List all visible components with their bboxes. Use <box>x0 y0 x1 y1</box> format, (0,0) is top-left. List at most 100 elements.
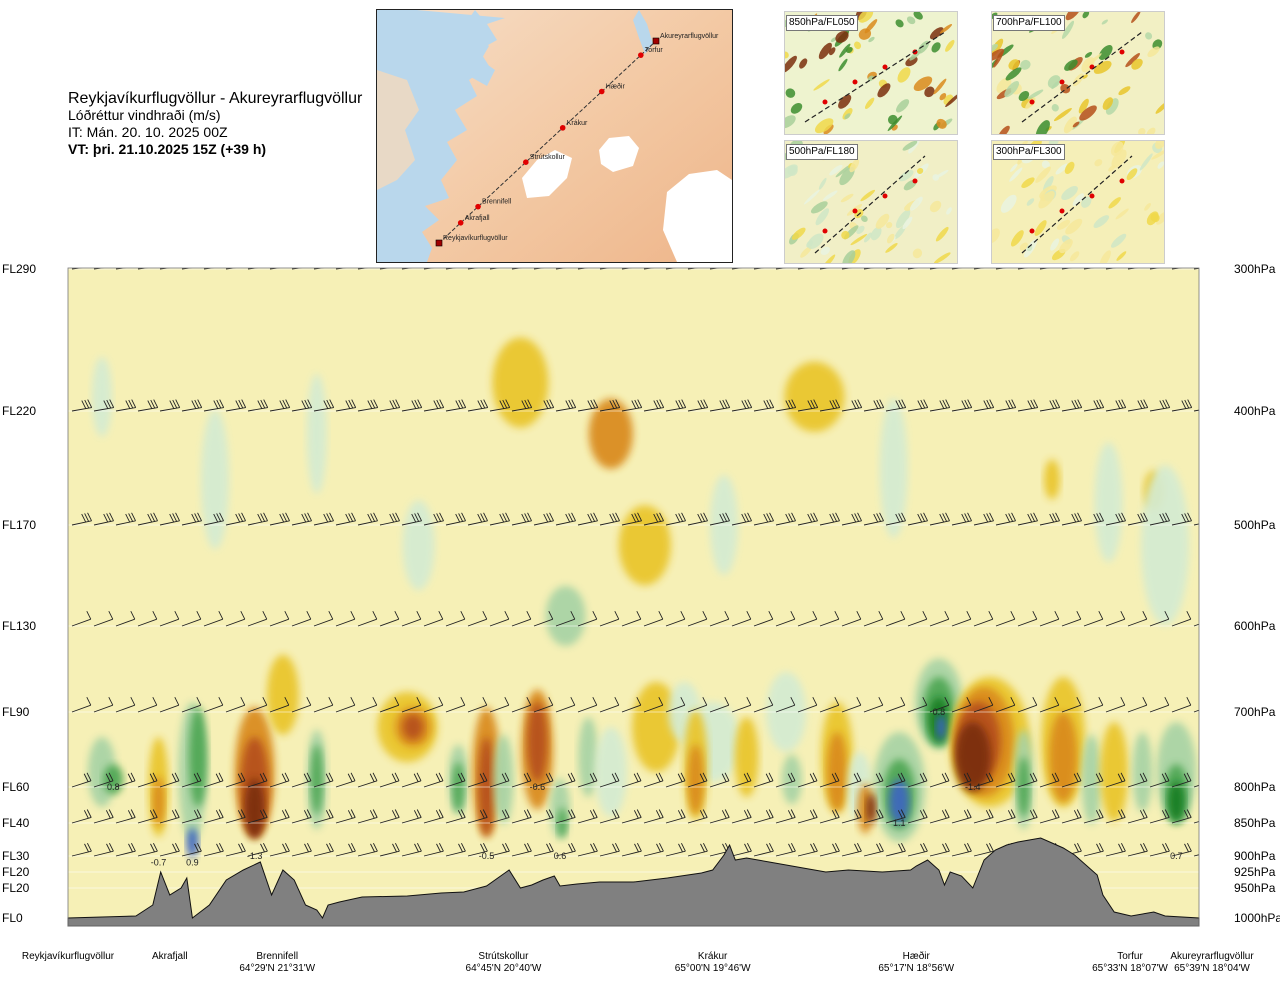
field-contour <box>618 505 671 586</box>
station-name: Hæðir <box>902 951 930 962</box>
wind-barb <box>445 399 467 412</box>
field-contour <box>936 714 947 740</box>
wind-barb <box>1171 512 1192 526</box>
wind-barb <box>643 268 655 270</box>
inset-500-label: 500hPa/FL180 <box>786 144 858 160</box>
route-point-label: Akureyrarflugvöllur <box>660 33 719 40</box>
wind-barb <box>819 842 840 857</box>
wind-barb <box>1193 523 1199 526</box>
wind-barb <box>929 696 950 713</box>
wind-barb <box>225 842 246 857</box>
wind-barb <box>841 610 862 627</box>
wind-barb <box>907 610 928 627</box>
wind-barb <box>269 399 291 412</box>
inset-700: 700hPa/FL100 <box>991 11 1165 135</box>
title-block: Reykjavíkurflugvöllur - Akureyrarflugvöl… <box>68 90 362 158</box>
route-point-label: Strútskollur <box>530 154 566 161</box>
route-point-label: Reykjavíkurflugvöllur <box>443 235 508 242</box>
wind-barb <box>753 268 765 270</box>
wind-barb <box>203 268 215 270</box>
wind-barb <box>687 399 709 412</box>
wind-barb <box>533 268 545 270</box>
wind-barb <box>1127 512 1148 526</box>
field-contour <box>954 722 991 792</box>
wind-barb <box>951 399 973 412</box>
station-coord: 64°45'N 20°40'W <box>465 963 542 974</box>
wind-barb <box>907 268 919 270</box>
wind-barb <box>995 610 1016 627</box>
wind-barb <box>621 842 642 857</box>
wind-barb <box>1127 610 1148 627</box>
wind-barb <box>665 399 687 412</box>
wind-barb <box>1083 610 1104 627</box>
wind-barb <box>269 610 290 627</box>
wind-barb <box>1083 809 1104 824</box>
wind-barb <box>841 696 862 713</box>
wind-barb <box>1193 784 1199 788</box>
wind-barb <box>753 696 774 713</box>
wind-barb <box>401 610 422 627</box>
wind-barb <box>1105 842 1126 857</box>
variable-label: Lóðréttur vindhraði (m/s) <box>68 107 221 123</box>
hpa-tick-label: 900hPa <box>1234 849 1276 863</box>
wind-barb <box>71 842 92 857</box>
wind-barb <box>1149 399 1171 412</box>
wind-barb <box>423 268 435 270</box>
wind-barb <box>159 512 180 526</box>
wind-barb <box>291 610 312 627</box>
station-label: Akureyrarflugvöllur 65°39'N 18°04'W <box>1170 951 1253 975</box>
route-point: Krákur <box>559 120 588 131</box>
route-point: Strútskollur <box>523 154 565 165</box>
wind-barb <box>929 842 950 857</box>
wind-barb <box>863 696 884 713</box>
wind-barb <box>1061 809 1082 824</box>
wind-barb <box>357 696 378 713</box>
station-coord: 64°29'N 21°31'W <box>239 963 316 974</box>
wind-barb <box>687 809 708 824</box>
wind-barb <box>951 842 972 857</box>
wind-barb <box>401 268 413 270</box>
wind-barb <box>1171 842 1192 857</box>
field-contour <box>186 827 199 858</box>
wind-barb <box>797 842 818 857</box>
wind-barb <box>1017 399 1039 412</box>
wind-barb <box>71 268 83 270</box>
wind-barb <box>1127 268 1139 270</box>
wind-barb <box>1193 821 1199 824</box>
wind-barb <box>731 399 753 412</box>
wind-barb <box>643 842 664 857</box>
peninsula <box>377 70 419 190</box>
wind-barb <box>445 809 466 824</box>
wind-barb <box>357 809 378 824</box>
issue-time: IT: Mán. 20. 10. 2025 00Z <box>68 124 228 140</box>
wind-barb <box>753 399 775 412</box>
wind-barb <box>357 512 378 526</box>
field-contour <box>189 707 208 807</box>
route-point-label: Krákur <box>567 120 588 127</box>
wind-barb <box>621 399 643 412</box>
wind-barb <box>71 696 92 713</box>
wind-barb <box>775 772 796 788</box>
wind-barb <box>533 512 554 526</box>
wind-barb <box>203 772 224 788</box>
fl-tick-label: FL290 <box>2 262 37 276</box>
fl-tick-label: FL0 <box>2 911 23 925</box>
wind-barb <box>731 842 752 857</box>
wind-barb <box>313 399 335 412</box>
wind-barb <box>313 809 334 824</box>
wind-barb <box>181 610 202 627</box>
extremum-value: -0.6 <box>530 782 546 792</box>
wind-barb <box>1017 512 1038 526</box>
wind-barb <box>841 772 862 788</box>
station-label: Krákur 65°00'N 19°46'W <box>675 951 751 975</box>
wind-barb <box>907 809 928 824</box>
wind-barb <box>643 696 664 713</box>
wind-barb <box>1193 268 1199 270</box>
wind-barb <box>841 268 853 270</box>
extremum-value: 0.6 <box>554 851 567 861</box>
wind-barb <box>797 268 809 270</box>
field-contour <box>687 744 704 815</box>
wind-barb <box>1083 268 1095 270</box>
wind-barb <box>973 809 994 824</box>
wind-barb <box>929 512 950 526</box>
